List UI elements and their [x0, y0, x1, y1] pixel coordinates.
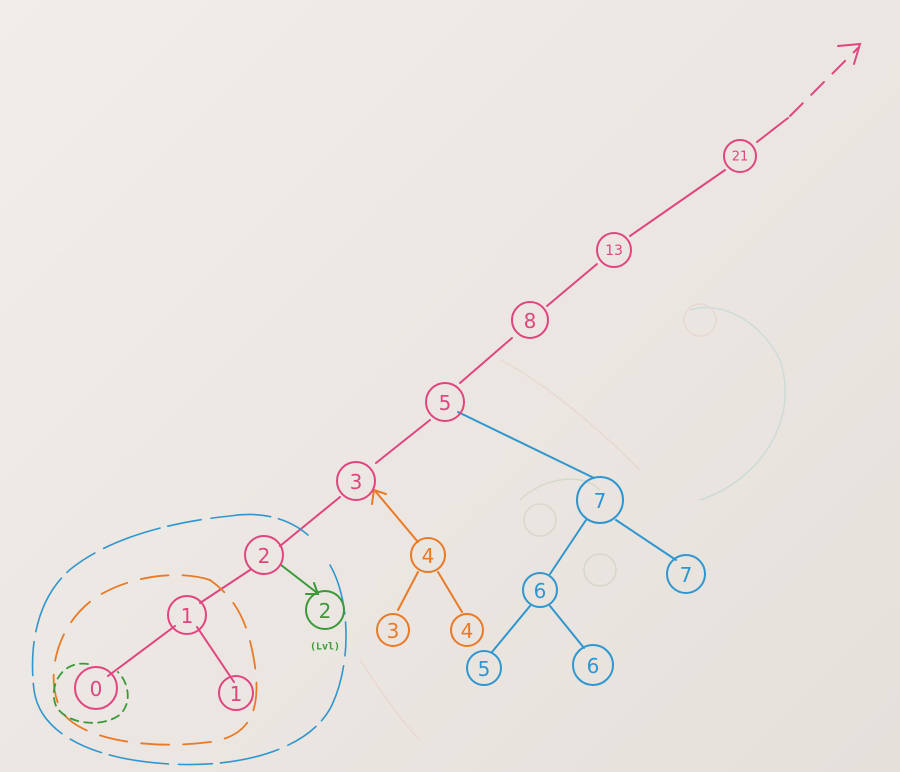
- node-7b: 7: [666, 554, 706, 594]
- node-label: 13: [605, 243, 623, 259]
- edge-0-1: [107, 625, 176, 677]
- node-13: 13: [596, 232, 632, 268]
- edge-2-3: [279, 496, 341, 547]
- edge-8-13: [546, 263, 598, 307]
- edge-5-7: [457, 411, 595, 479]
- node-3-orange: 3: [376, 613, 410, 647]
- node-2: 2: [244, 535, 284, 575]
- edge-5-8: [459, 337, 513, 384]
- green-note: (Lvl): [310, 642, 340, 653]
- node-label: 5: [478, 657, 491, 681]
- node-21: 21: [723, 139, 757, 173]
- node-5-blue: 5: [466, 650, 502, 686]
- node-label: 7: [594, 489, 607, 513]
- edge-4-3orange: [397, 571, 419, 611]
- edge-dashed-arrow: [789, 47, 859, 117]
- edge-1-1b: [196, 626, 235, 683]
- orange-group-outline: [52, 574, 258, 746]
- edge-6-6: [549, 605, 585, 649]
- blue-group-outline: [31, 513, 347, 766]
- node-label: 4: [461, 619, 474, 643]
- node-label: 1: [181, 604, 194, 628]
- node-label: 5: [439, 391, 452, 415]
- edge-21-tail: [756, 117, 789, 143]
- green-group-outline: [52, 662, 129, 724]
- node-label: 3: [350, 470, 363, 494]
- node-label: 6: [534, 579, 547, 603]
- edge-1-2: [199, 569, 251, 604]
- node-7: 7: [576, 476, 624, 524]
- node-label: 4: [422, 544, 435, 568]
- node-label: 6: [587, 654, 600, 678]
- grouping-outlines: [31, 513, 347, 766]
- node-label: 7: [680, 563, 693, 587]
- node-label: 3: [387, 619, 400, 643]
- edge-6-5: [491, 605, 531, 653]
- node-6: 6: [522, 572, 558, 608]
- arrowhead-green: [305, 582, 320, 595]
- node-4: 4: [410, 537, 446, 573]
- edge-4-4orange: [437, 571, 463, 613]
- node-label: 2: [319, 599, 332, 623]
- edge-7-7b: [615, 519, 677, 561]
- edge-4-3: [375, 491, 419, 543]
- node-label: 1: [230, 682, 243, 706]
- edge-3-5: [375, 419, 431, 464]
- node-2-green: 2 (Lvl): [305, 590, 345, 653]
- node-label: 21: [732, 150, 749, 165]
- node-label: 0: [90, 677, 103, 701]
- node-0: 0: [74, 666, 118, 710]
- ghost-marks: [359, 303, 786, 741]
- edge-7-6: [549, 519, 587, 575]
- node-3: 3: [336, 461, 376, 501]
- node-6-blue: 6: [572, 644, 614, 686]
- arrowhead: [837, 42, 862, 65]
- edge-13-21: [629, 169, 726, 237]
- arrowhead-orange: [371, 488, 387, 505]
- node-label: 8: [524, 309, 537, 333]
- node-4-orange: 4: [450, 613, 484, 647]
- edge-2-2green: [280, 564, 317, 593]
- node-5: 5: [425, 382, 465, 422]
- node-1b: 1: [218, 675, 254, 711]
- node-label: 2: [258, 544, 271, 568]
- edges: [107, 42, 862, 683]
- node-1: 1: [167, 595, 207, 635]
- node-8: 8: [511, 301, 549, 339]
